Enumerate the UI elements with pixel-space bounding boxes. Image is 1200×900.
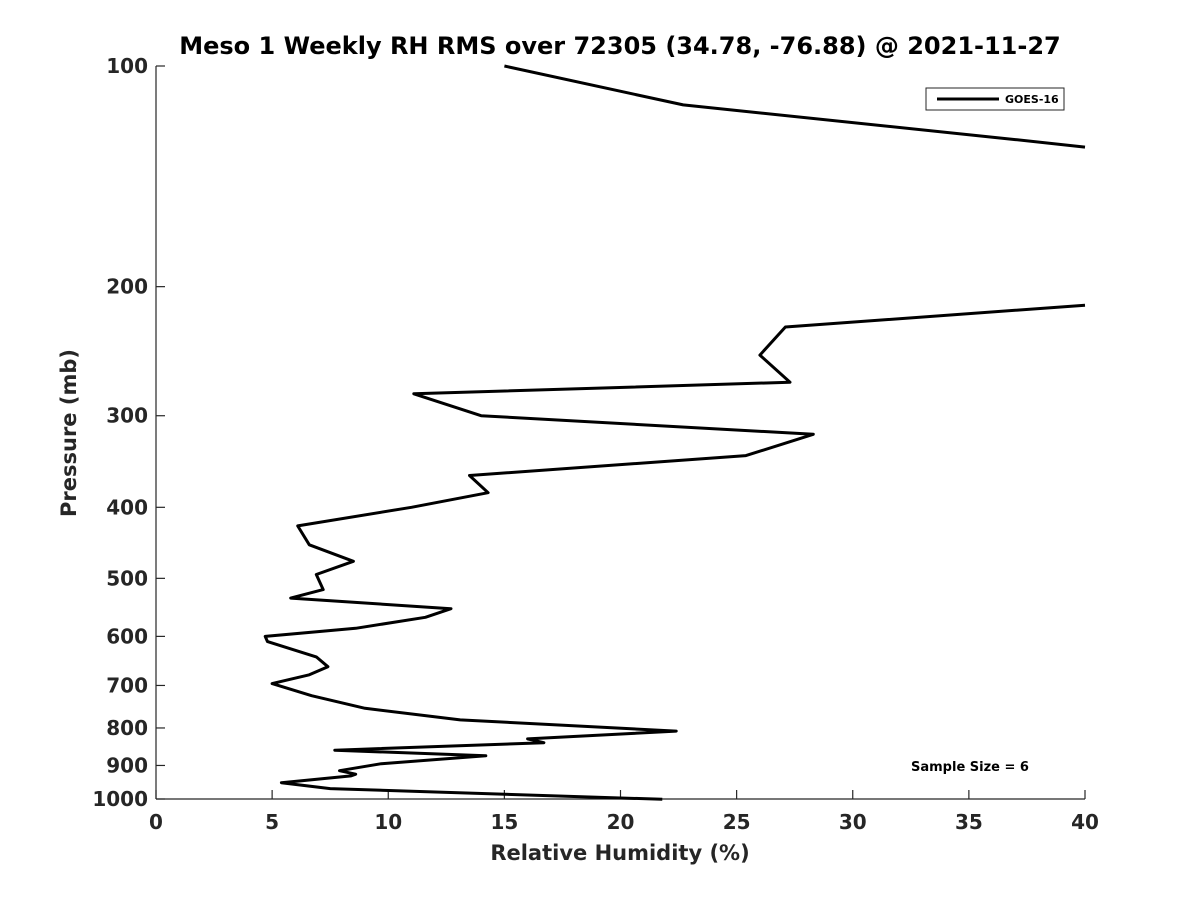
x-axis-label: Relative Humidity (%) xyxy=(490,841,749,865)
x-tick-label: 15 xyxy=(490,810,518,834)
x-tick-label: 10 xyxy=(374,810,402,834)
chart-title: Meso 1 Weekly RH RMS over 72305 (34.78, … xyxy=(179,32,1061,60)
x-tick-label: 40 xyxy=(1071,810,1099,834)
y-tick-label: 100 xyxy=(106,54,148,78)
x-tick-label: 30 xyxy=(839,810,867,834)
y-tick-label: 200 xyxy=(106,275,148,299)
x-tick-label: 20 xyxy=(607,810,635,834)
sample-size-note: Sample Size = 6 xyxy=(911,760,1029,775)
y-tick-label: 400 xyxy=(106,495,148,519)
series-layer xyxy=(263,64,1086,801)
y-tick-label: 900 xyxy=(106,753,148,777)
x-tick-label: 25 xyxy=(723,810,751,834)
y-ticks: 100 200 300 400 500 600 700 800 900 1000 xyxy=(92,54,165,811)
series-line-goes-16 xyxy=(263,64,1086,801)
y-tick-label: 700 xyxy=(106,673,148,697)
y-tick-label: 800 xyxy=(106,716,148,740)
x-ticks: 0 5 10 15 20 25 30 35 40 xyxy=(149,790,1099,834)
legend: GOES-16 xyxy=(925,87,1065,111)
y-axis-label: Pressure (mb) xyxy=(57,349,81,517)
y-tick-label: 600 xyxy=(106,624,148,648)
x-tick-label: 0 xyxy=(149,810,163,834)
y-tick-label: 300 xyxy=(106,404,148,428)
x-tick-label: 5 xyxy=(265,810,279,834)
x-tick-label: 35 xyxy=(955,810,983,834)
axes xyxy=(155,66,1085,800)
legend-label-goes-16: GOES-16 xyxy=(1005,93,1059,106)
y-tick-label: 500 xyxy=(106,566,148,590)
y-tick-label: 1000 xyxy=(92,787,148,811)
